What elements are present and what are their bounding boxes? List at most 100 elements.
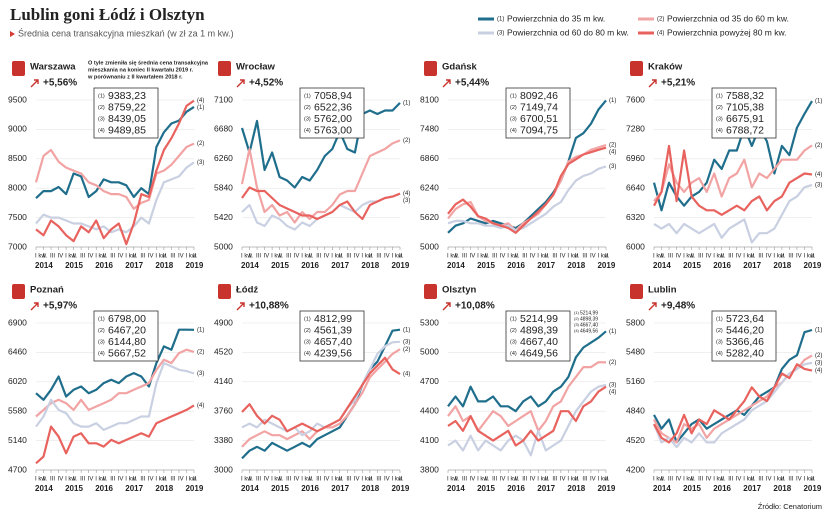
box-marker: (4) [510,128,517,134]
series-line [447,385,607,447]
end-marker: (3) [609,383,616,389]
x-tick-label: I kw. [537,477,549,483]
box-value: 7588,32 [726,90,764,102]
x-tick-label: II [309,477,313,483]
year-label: 2019 [803,484,821,493]
year-label: 2018 [155,261,173,270]
series-line [653,183,813,244]
end-marker: (1) [403,100,410,106]
x-tick-label: I kw. [507,477,519,483]
x-tick-label: I kw. [391,477,403,483]
series-line [35,404,195,465]
legend-marker: (1) [497,17,504,23]
x-tick-label: I kw. [773,477,785,483]
change-value: +4,52% [249,78,283,89]
box-marker: (2) [98,328,105,334]
x-tick-label: I kw. [185,254,197,260]
x-tick-label: II [605,254,609,260]
series-line [241,340,401,437]
year-label: 2017 [743,484,761,493]
box-value: 6700,51 [520,113,558,125]
y-tick-label: 9000 [8,124,27,134]
y-tick-label: 6680 [214,124,233,134]
year-label: 2016 [301,261,319,270]
x-tick-label: I kw. [447,254,459,260]
series-line [35,99,195,246]
mini-box-marker: (3) [574,322,580,327]
change-value: +9,48% [661,301,695,312]
x-tick-label: III [698,254,703,260]
y-tick-label: 7500 [8,212,27,222]
box-value: 4561,39 [314,324,352,336]
series-line [35,161,195,234]
city-emblem [424,284,437,299]
x-tick-label: IV [178,477,184,483]
box-marker: (1) [98,316,105,322]
y-tick-label: 6900 [8,317,27,327]
x-tick-label: II [661,477,665,483]
x-tick-label: III [50,254,55,260]
series-line [653,144,813,216]
series-line [35,105,195,199]
year-label: 2014 [35,261,53,270]
value-box [93,87,159,139]
year-label: 2018 [773,261,791,270]
y-tick-label: 5620 [420,212,439,222]
x-tick-label: I kw. [391,254,403,260]
y-tick-label: 7600 [626,94,645,104]
x-tick-label: II [515,477,519,483]
y-tick-label: 8000 [8,182,27,192]
x-tick-label: I kw. [65,254,77,260]
x-tick-label: IV [58,477,64,483]
x-tick-label: IV [706,254,712,260]
x-tick-label: I kw. [241,254,253,260]
y-tick-label: 4520 [214,347,233,357]
end-marker: (1) [197,105,204,111]
y-tick-label: 4140 [214,376,233,386]
box-value: 5366,46 [726,336,764,348]
note-line: w porównaniu z II kwartałem 2018 r. [87,74,183,80]
box-marker: (3) [716,339,723,345]
x-tick-label: III [170,477,175,483]
series-line [447,330,607,413]
end-marker: (2) [197,141,204,147]
y-tick-label: 5580 [8,405,27,415]
x-tick-label: III [80,477,85,483]
year-label: 2016 [301,484,319,493]
x-tick-label: IV [470,477,476,483]
x-tick-label: I kw. [331,477,343,483]
end-marker: (3) [609,164,616,170]
x-tick-label: II [575,477,579,483]
x-tick-label: II [193,254,197,260]
note-line: mieszkania na koniec II kwartału 2019 r. [88,67,194,73]
year-label: 2014 [241,484,259,493]
x-tick-label: III [522,477,527,483]
x-tick-label: II [73,254,77,260]
city-emblem [630,61,643,76]
x-tick-label: IV [676,477,682,483]
year-label: 2018 [361,261,379,270]
y-tick-label: 9500 [8,94,27,104]
box-marker: (4) [716,128,723,134]
box-marker: (1) [304,93,311,99]
x-tick-label: III [170,254,175,260]
year-label: 2015 [477,484,495,493]
box-value: 6144,80 [108,336,146,348]
series-line [35,362,195,431]
x-tick-label: I kw. [713,254,725,260]
box-marker: (3) [304,339,311,345]
x-tick-label: IV [766,254,772,260]
x-tick-label: II [163,477,167,483]
x-tick-label: III [582,477,587,483]
city-name: Olsztyn [442,285,477,296]
box-value: 4898,39 [520,324,558,336]
city-name: Gdańsk [442,62,478,73]
y-tick-label: 6260 [214,153,233,163]
box-marker: (2) [716,328,723,334]
x-tick-label: II [485,477,489,483]
x-tick-label: IV [264,477,270,483]
value-box [711,87,777,139]
y-tick-label: 3760 [214,405,233,415]
x-tick-label: II [249,254,253,260]
value-box [299,87,365,139]
